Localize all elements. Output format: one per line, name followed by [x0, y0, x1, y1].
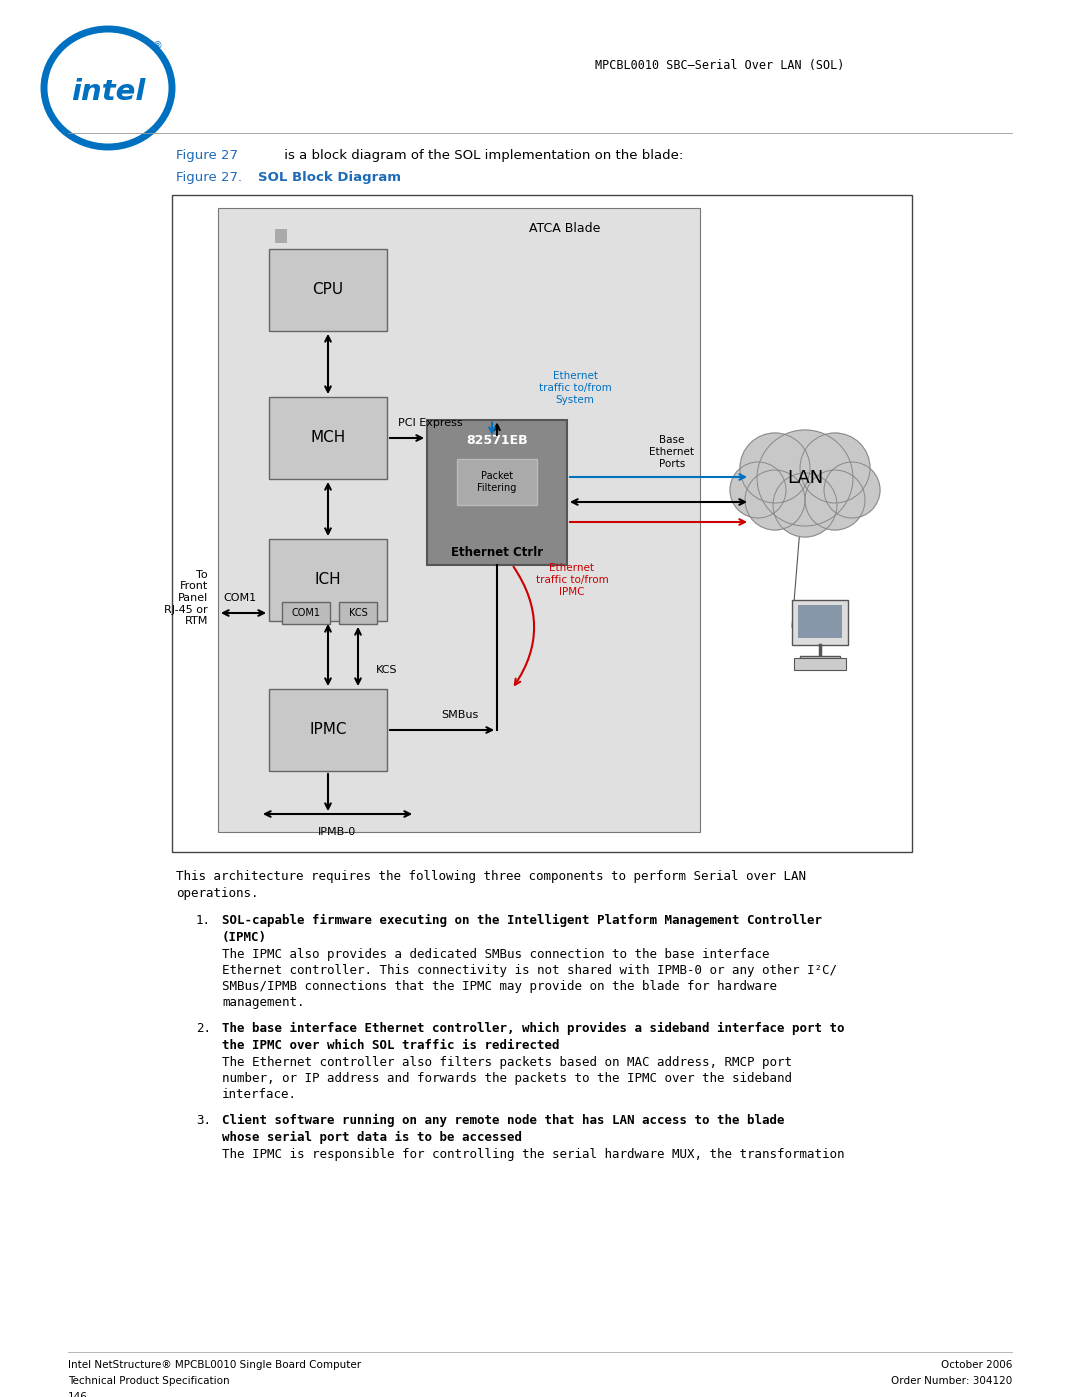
Text: PCI Express: PCI Express	[397, 418, 462, 427]
Text: ®: ®	[153, 41, 163, 52]
Text: Technical Product Specification: Technical Product Specification	[68, 1376, 230, 1386]
Circle shape	[740, 433, 810, 503]
Text: Ethernet Ctrlr: Ethernet Ctrlr	[451, 545, 543, 559]
Text: SOL Block Diagram: SOL Block Diagram	[258, 172, 401, 184]
Text: KCS: KCS	[349, 608, 367, 617]
Circle shape	[757, 430, 853, 527]
Text: Client software running on any remote node that has LAN access to the blade: Client software running on any remote no…	[222, 1113, 784, 1127]
Text: Ethernet controller. This connectivity is not shared with IPMB-0 or any other I²: Ethernet controller. This connectivity i…	[222, 964, 837, 977]
Text: the IPMC over which SOL traffic is redirected: the IPMC over which SOL traffic is redir…	[222, 1039, 559, 1052]
Text: ATCA Blade: ATCA Blade	[529, 222, 600, 235]
FancyArrowPatch shape	[514, 567, 535, 685]
Text: KCS: KCS	[376, 665, 397, 675]
Text: intel: intel	[71, 78, 145, 106]
Text: number, or IP address and forwards the packets to the IPMC over the sideband: number, or IP address and forwards the p…	[222, 1071, 792, 1085]
Text: Intel NetStructure® MPCBL0010 Single Board Computer: Intel NetStructure® MPCBL0010 Single Boa…	[68, 1361, 361, 1370]
Text: The base interface Ethernet controller, which provides a sideband interface port: The base interface Ethernet controller, …	[222, 1023, 845, 1035]
Text: SMBus: SMBus	[442, 710, 478, 719]
Text: Ethernet
traffic to/from
System: Ethernet traffic to/from System	[539, 372, 611, 405]
Text: MPCBL0010 SBC—Serial Over LAN (SOL): MPCBL0010 SBC—Serial Over LAN (SOL)	[595, 59, 845, 71]
FancyArrowPatch shape	[489, 422, 495, 433]
Bar	[792, 599, 848, 645]
Text: CPU: CPU	[312, 282, 343, 298]
Circle shape	[800, 433, 870, 503]
Text: The IPMC also provides a dedicated SMBus connection to the base interface: The IPMC also provides a dedicated SMBus…	[222, 949, 769, 961]
Bar	[794, 658, 846, 671]
Circle shape	[730, 462, 786, 518]
Bar	[339, 602, 377, 624]
Bar	[269, 249, 387, 331]
Bar	[275, 229, 287, 243]
Text: whose serial port data is to be accessed: whose serial port data is to be accessed	[222, 1132, 522, 1144]
Bar	[269, 539, 387, 622]
Bar	[218, 208, 700, 833]
Text: IPMC: IPMC	[309, 722, 347, 738]
Circle shape	[745, 469, 805, 529]
Text: COM1: COM1	[292, 608, 321, 617]
Text: The IPMC is responsible for controlling the serial hardware MUX, the transformat: The IPMC is responsible for controlling …	[222, 1148, 845, 1161]
Text: IPMB-0: IPMB-0	[318, 827, 356, 837]
Text: 82571EB: 82571EB	[467, 433, 528, 447]
Text: SOL-capable firmware executing on the Intelligent Platform Management Controller: SOL-capable firmware executing on the In…	[222, 914, 822, 928]
Text: 146: 146	[68, 1391, 87, 1397]
Text: Base
Ethernet
Ports: Base Ethernet Ports	[649, 436, 694, 468]
Text: MCH: MCH	[310, 430, 346, 446]
Text: COM1: COM1	[224, 592, 257, 604]
Text: Order Number: 304120: Order Number: 304120	[891, 1376, 1012, 1386]
Text: Packet
Filtering: Packet Filtering	[477, 471, 516, 493]
Bar	[427, 419, 567, 564]
Text: (IPMC): (IPMC)	[222, 930, 267, 944]
Text: interface.: interface.	[222, 1088, 297, 1101]
Text: management.: management.	[222, 996, 305, 1009]
Text: Figure 27.: Figure 27.	[176, 172, 242, 184]
Text: This architecture requires the following three components to perform Serial over: This architecture requires the following…	[176, 870, 806, 883]
Text: SMBus/IPMB connections that the IPMC may provide on the blade for hardware: SMBus/IPMB connections that the IPMC may…	[222, 981, 777, 993]
Text: Ethernet
traffic to/from
IPMC: Ethernet traffic to/from IPMC	[536, 563, 608, 597]
Text: October 2006: October 2006	[941, 1361, 1012, 1370]
Bar	[172, 196, 912, 852]
Text: Figure 27: Figure 27	[176, 148, 238, 162]
Bar	[457, 460, 537, 504]
Text: 3.: 3.	[195, 1113, 211, 1127]
Bar	[269, 689, 387, 771]
Bar	[269, 397, 387, 479]
Bar	[800, 657, 840, 662]
Text: 2.: 2.	[195, 1023, 211, 1035]
Text: ICH: ICH	[314, 573, 341, 588]
Bar	[282, 602, 330, 624]
Circle shape	[805, 469, 865, 529]
Text: The Ethernet controller also filters packets based on MAC address, RMCP port: The Ethernet controller also filters pac…	[222, 1056, 792, 1069]
Text: To
Front
Panel
RJ-45 or
RTM: To Front Panel RJ-45 or RTM	[164, 570, 208, 626]
Text: is a block diagram of the SOL implementation on the blade:: is a block diagram of the SOL implementa…	[280, 148, 684, 162]
Bar	[798, 605, 842, 638]
Circle shape	[773, 474, 837, 536]
Text: LAN: LAN	[787, 469, 823, 488]
Circle shape	[824, 462, 880, 518]
Text: operations.: operations.	[176, 887, 258, 900]
Text: 1.: 1.	[195, 914, 211, 928]
